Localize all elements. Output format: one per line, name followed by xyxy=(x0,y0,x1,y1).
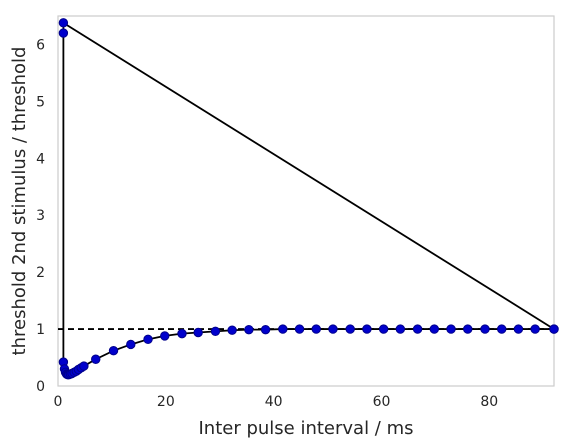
y-axis-label: threshold 2nd stimulus / threshold xyxy=(9,47,30,356)
y-tick-label: 4 xyxy=(36,151,45,167)
data-point xyxy=(260,324,271,335)
data-point xyxy=(58,18,69,28)
x-tick-labels: 0 20 40 60 80 xyxy=(54,394,499,410)
x-tick-label: 20 xyxy=(157,394,175,410)
data-point xyxy=(143,334,153,345)
plot-area xyxy=(57,15,555,387)
data-point xyxy=(497,324,507,334)
data-point xyxy=(378,324,389,334)
data-point xyxy=(108,346,119,356)
data-point xyxy=(210,326,221,337)
data-point xyxy=(513,324,524,334)
data-points-layer xyxy=(58,18,559,380)
data-point xyxy=(177,328,187,339)
data-point xyxy=(446,324,456,334)
x-tick-label: 40 xyxy=(265,394,283,410)
y-tick-labels: 0 1 2 3 4 5 6 xyxy=(36,37,45,395)
data-point xyxy=(244,324,254,335)
data-point xyxy=(480,324,490,334)
x-tick-label: 0 xyxy=(54,394,63,410)
y-tick-label: 5 xyxy=(36,94,45,110)
data-point xyxy=(227,325,237,335)
data-point xyxy=(463,324,473,334)
data-point xyxy=(362,324,372,334)
y-tick-label: 1 xyxy=(36,322,45,338)
data-point xyxy=(79,361,89,371)
x-tick-label: 60 xyxy=(373,394,391,410)
y-tick-label: 3 xyxy=(36,208,45,224)
data-point xyxy=(412,324,423,334)
data-point xyxy=(126,339,136,350)
data-point xyxy=(429,324,440,334)
data-point xyxy=(345,324,355,334)
data-point xyxy=(328,324,338,334)
data-point xyxy=(160,331,170,341)
x-tick-label: 80 xyxy=(480,394,498,410)
y-tick-label: 2 xyxy=(36,265,45,281)
data-point xyxy=(549,324,559,334)
x-axis-label: Inter pulse interval / ms xyxy=(198,418,413,439)
data-point xyxy=(278,324,288,334)
data-point xyxy=(91,354,101,364)
data-point xyxy=(58,28,69,38)
y-tick-label: 0 xyxy=(36,379,45,395)
data-point xyxy=(530,324,540,334)
y-tick-label: 6 xyxy=(36,37,45,53)
data-point xyxy=(395,324,406,334)
data-point xyxy=(193,327,203,338)
data-point xyxy=(311,324,321,334)
data-point xyxy=(294,324,305,334)
